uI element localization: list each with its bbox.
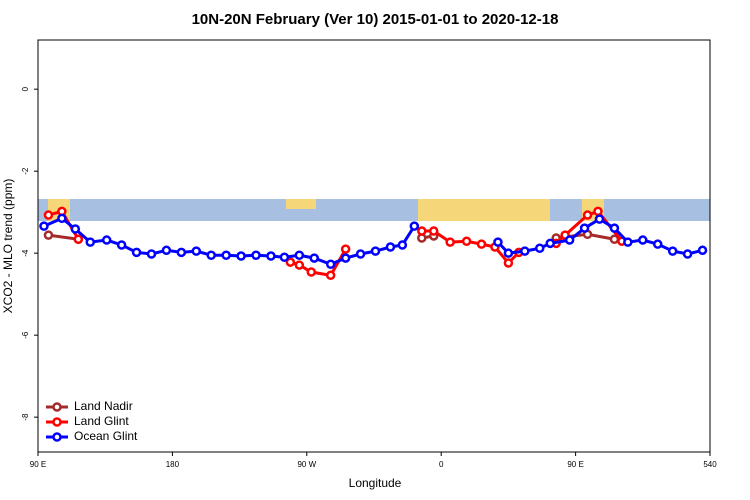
point — [279, 252, 290, 263]
point — [638, 235, 648, 245]
point — [417, 226, 427, 236]
point — [623, 237, 633, 247]
point — [70, 224, 81, 234]
point — [476, 239, 487, 249]
point — [409, 221, 420, 231]
point — [493, 237, 503, 247]
point — [325, 270, 336, 281]
point — [236, 251, 246, 261]
point — [385, 242, 396, 252]
x-tick-label: 90 W — [297, 460, 316, 469]
point — [306, 267, 317, 277]
point — [294, 260, 305, 270]
point — [285, 257, 296, 267]
point — [579, 223, 590, 233]
point — [535, 243, 545, 254]
series-line — [48, 232, 615, 241]
legend-marker — [52, 432, 62, 442]
point — [582, 210, 593, 220]
legend-marker — [52, 417, 62, 427]
y-axis-label: XCO2 - MLO trend (ppm) — [1, 179, 15, 314]
point — [116, 240, 127, 250]
point — [101, 235, 112, 245]
y-tick-label: -2 — [21, 167, 30, 175]
point — [309, 253, 320, 263]
point — [667, 246, 678, 256]
point — [43, 230, 54, 240]
point — [294, 250, 305, 260]
chart-title: 10N-20N February (Ver 10) 2015-01-01 to … — [192, 11, 559, 28]
y-tick-label: -8 — [21, 413, 30, 421]
point — [221, 250, 231, 260]
point — [397, 240, 408, 250]
point — [445, 237, 455, 247]
map-strip — [38, 199, 710, 221]
point — [57, 213, 67, 224]
point — [131, 247, 142, 258]
point — [355, 249, 366, 259]
point — [176, 247, 187, 258]
point — [594, 214, 605, 224]
point — [593, 206, 603, 217]
point — [161, 245, 172, 256]
y-tick-label: -6 — [21, 331, 30, 339]
point — [73, 234, 84, 244]
point — [370, 246, 381, 256]
series-line — [43, 216, 703, 266]
x-tick-label: 90 E — [30, 460, 46, 469]
legend-label: Land Glint — [74, 414, 129, 428]
point — [520, 246, 530, 256]
point — [266, 251, 276, 261]
point — [428, 226, 439, 236]
legend-marker — [52, 402, 62, 412]
point — [340, 253, 351, 263]
x-tick-label: 90 E — [567, 460, 583, 469]
point — [503, 258, 514, 268]
y-tick-label: 0 — [21, 86, 30, 91]
point — [564, 235, 575, 245]
point — [206, 250, 216, 260]
legend-label: Ocean Glint — [74, 429, 138, 443]
point — [340, 244, 351, 254]
point — [85, 237, 96, 247]
y-tick-label: -4 — [21, 249, 30, 257]
x-tick-label: 0 — [439, 460, 444, 469]
point — [503, 248, 514, 258]
point — [682, 249, 693, 259]
point — [325, 259, 336, 269]
point — [251, 250, 261, 260]
plot-frame — [37, 39, 711, 453]
x-tick-label: 540 — [703, 460, 717, 469]
x-tick-label: 180 — [166, 460, 180, 469]
point — [609, 223, 620, 233]
point — [652, 239, 663, 249]
legend-label: Land Nadir — [74, 399, 133, 413]
point — [461, 236, 472, 247]
point — [191, 246, 202, 256]
point — [146, 249, 157, 259]
point — [545, 238, 555, 249]
point — [39, 221, 49, 231]
point — [43, 210, 54, 220]
point — [697, 245, 708, 256]
x-axis-label: Longitude — [349, 476, 402, 490]
